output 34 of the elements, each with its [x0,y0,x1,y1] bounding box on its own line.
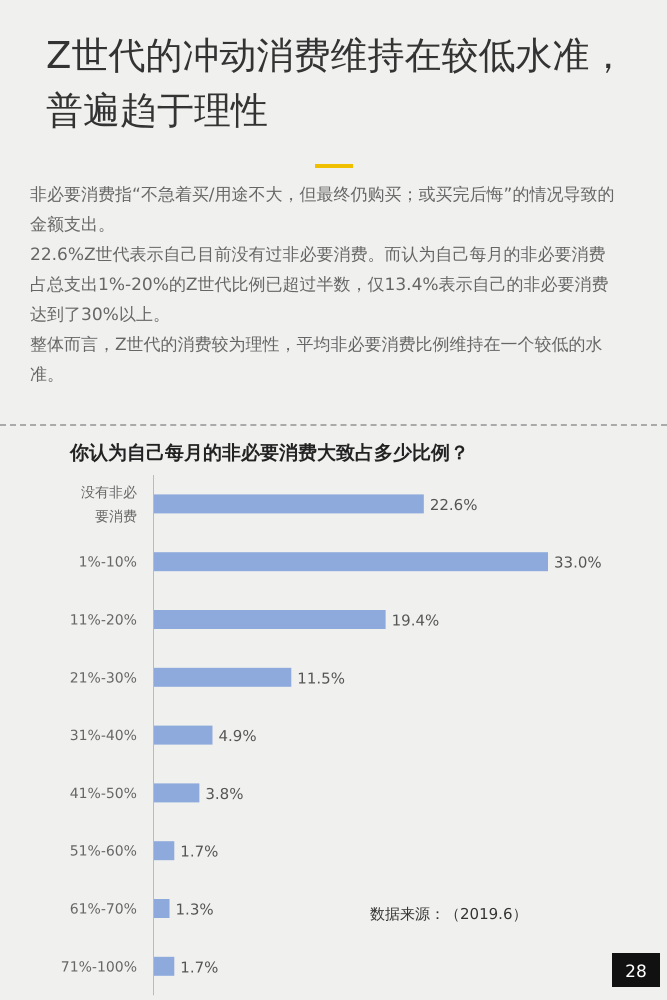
data-label: 4.9% [218,727,257,746]
bar [154,668,292,687]
data-label: 33.0% [554,554,602,572]
text: 整体而言，Z世代的消费较为理性，平均非必要消费比例维持在一个较低的水准。 [30,334,604,387]
bar [154,494,424,514]
bar [154,956,174,976]
data-label: 1.7% [180,958,218,976]
y-tick-label: 31%-40% [70,728,137,744]
data-label: 22.6% [430,496,478,514]
y-tick-label: 61%-70% [70,902,137,918]
text: 非必要消费指“不急着买/用途不大，但最终仍购买；或买完后悔”的情况导致的金额支出。 [30,184,616,237]
bar [154,726,213,745]
data-label: 1.3% [176,900,214,918]
data-label: 1.7% [180,842,218,861]
y-tick-label: 21%-30% [70,670,137,686]
bar [154,783,200,802]
text: 28 [625,962,647,982]
bar [154,610,386,629]
data-label: 19.4% [392,612,440,630]
y-tick-label: 11%-20% [70,612,137,628]
chart-subtitle: 你认为自己每月的非必要消费大致占多少比例？ [69,442,469,464]
data-label: 11.5% [297,669,345,688]
bar [154,899,170,918]
y-tick-label: 1%-10% [78,554,137,571]
y-tick-label: 没有非必要消费 [81,484,137,525]
bar [154,552,548,572]
chart-title: Z世代的冲动消费维持在较低水准，普遍趋于理性 [46,33,628,134]
text: 22.6%Z世代表示自己目前没有过非必要消费。而认为自己每月的非必要消费占总支出1%-20%的Z世代比例已超过半数，仅13.4%表示自己的非必要消费达到了30%以上。 [30,244,610,327]
y-tick-label: 51%-60% [70,844,137,860]
y-tick-label: 71%-100% [60,959,137,976]
data-label: 3.8% [205,784,244,803]
bar [154,841,174,860]
annotation: 数据来源：（2019.6） [370,905,528,923]
y-tick-label: 41%-50% [70,786,137,802]
